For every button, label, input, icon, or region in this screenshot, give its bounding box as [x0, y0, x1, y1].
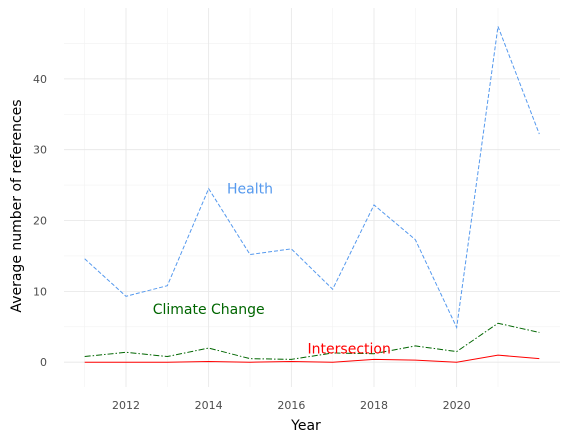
x-tick-label: 2014 — [195, 399, 223, 412]
y-tick-label: 0 — [40, 356, 47, 369]
minor-gridlines — [64, 8, 560, 387]
y-axis-title: Average number of references — [9, 99, 25, 312]
climate-change-label: Climate Change — [153, 302, 265, 318]
y-tick-label: 30 — [33, 144, 47, 157]
x-tick-label: 2016 — [277, 399, 305, 412]
health-label: Health — [227, 182, 273, 198]
y-tick-label: 40 — [33, 73, 47, 86]
x-tick-label: 2020 — [443, 399, 471, 412]
intersection-label: Intersection — [308, 342, 391, 358]
series-lines — [84, 26, 540, 363]
x-tick-label: 2018 — [360, 399, 388, 412]
x-axis-title: Year — [290, 418, 321, 434]
y-tick-label: 10 — [33, 285, 47, 298]
series-labels: Health Climate Change Intersection — [153, 182, 391, 358]
x-axis-tick-labels: 2012 2014 2016 2018 2020 — [112, 399, 471, 412]
climate-change-line — [84, 322, 540, 360]
major-gridlines — [64, 8, 560, 387]
y-axis-tick-labels: 0 10 20 30 40 — [33, 73, 47, 369]
health-line — [84, 26, 540, 330]
y-tick-label: 20 — [33, 215, 47, 228]
x-tick-label: 2012 — [112, 399, 140, 412]
intersection-line — [84, 354, 540, 363]
